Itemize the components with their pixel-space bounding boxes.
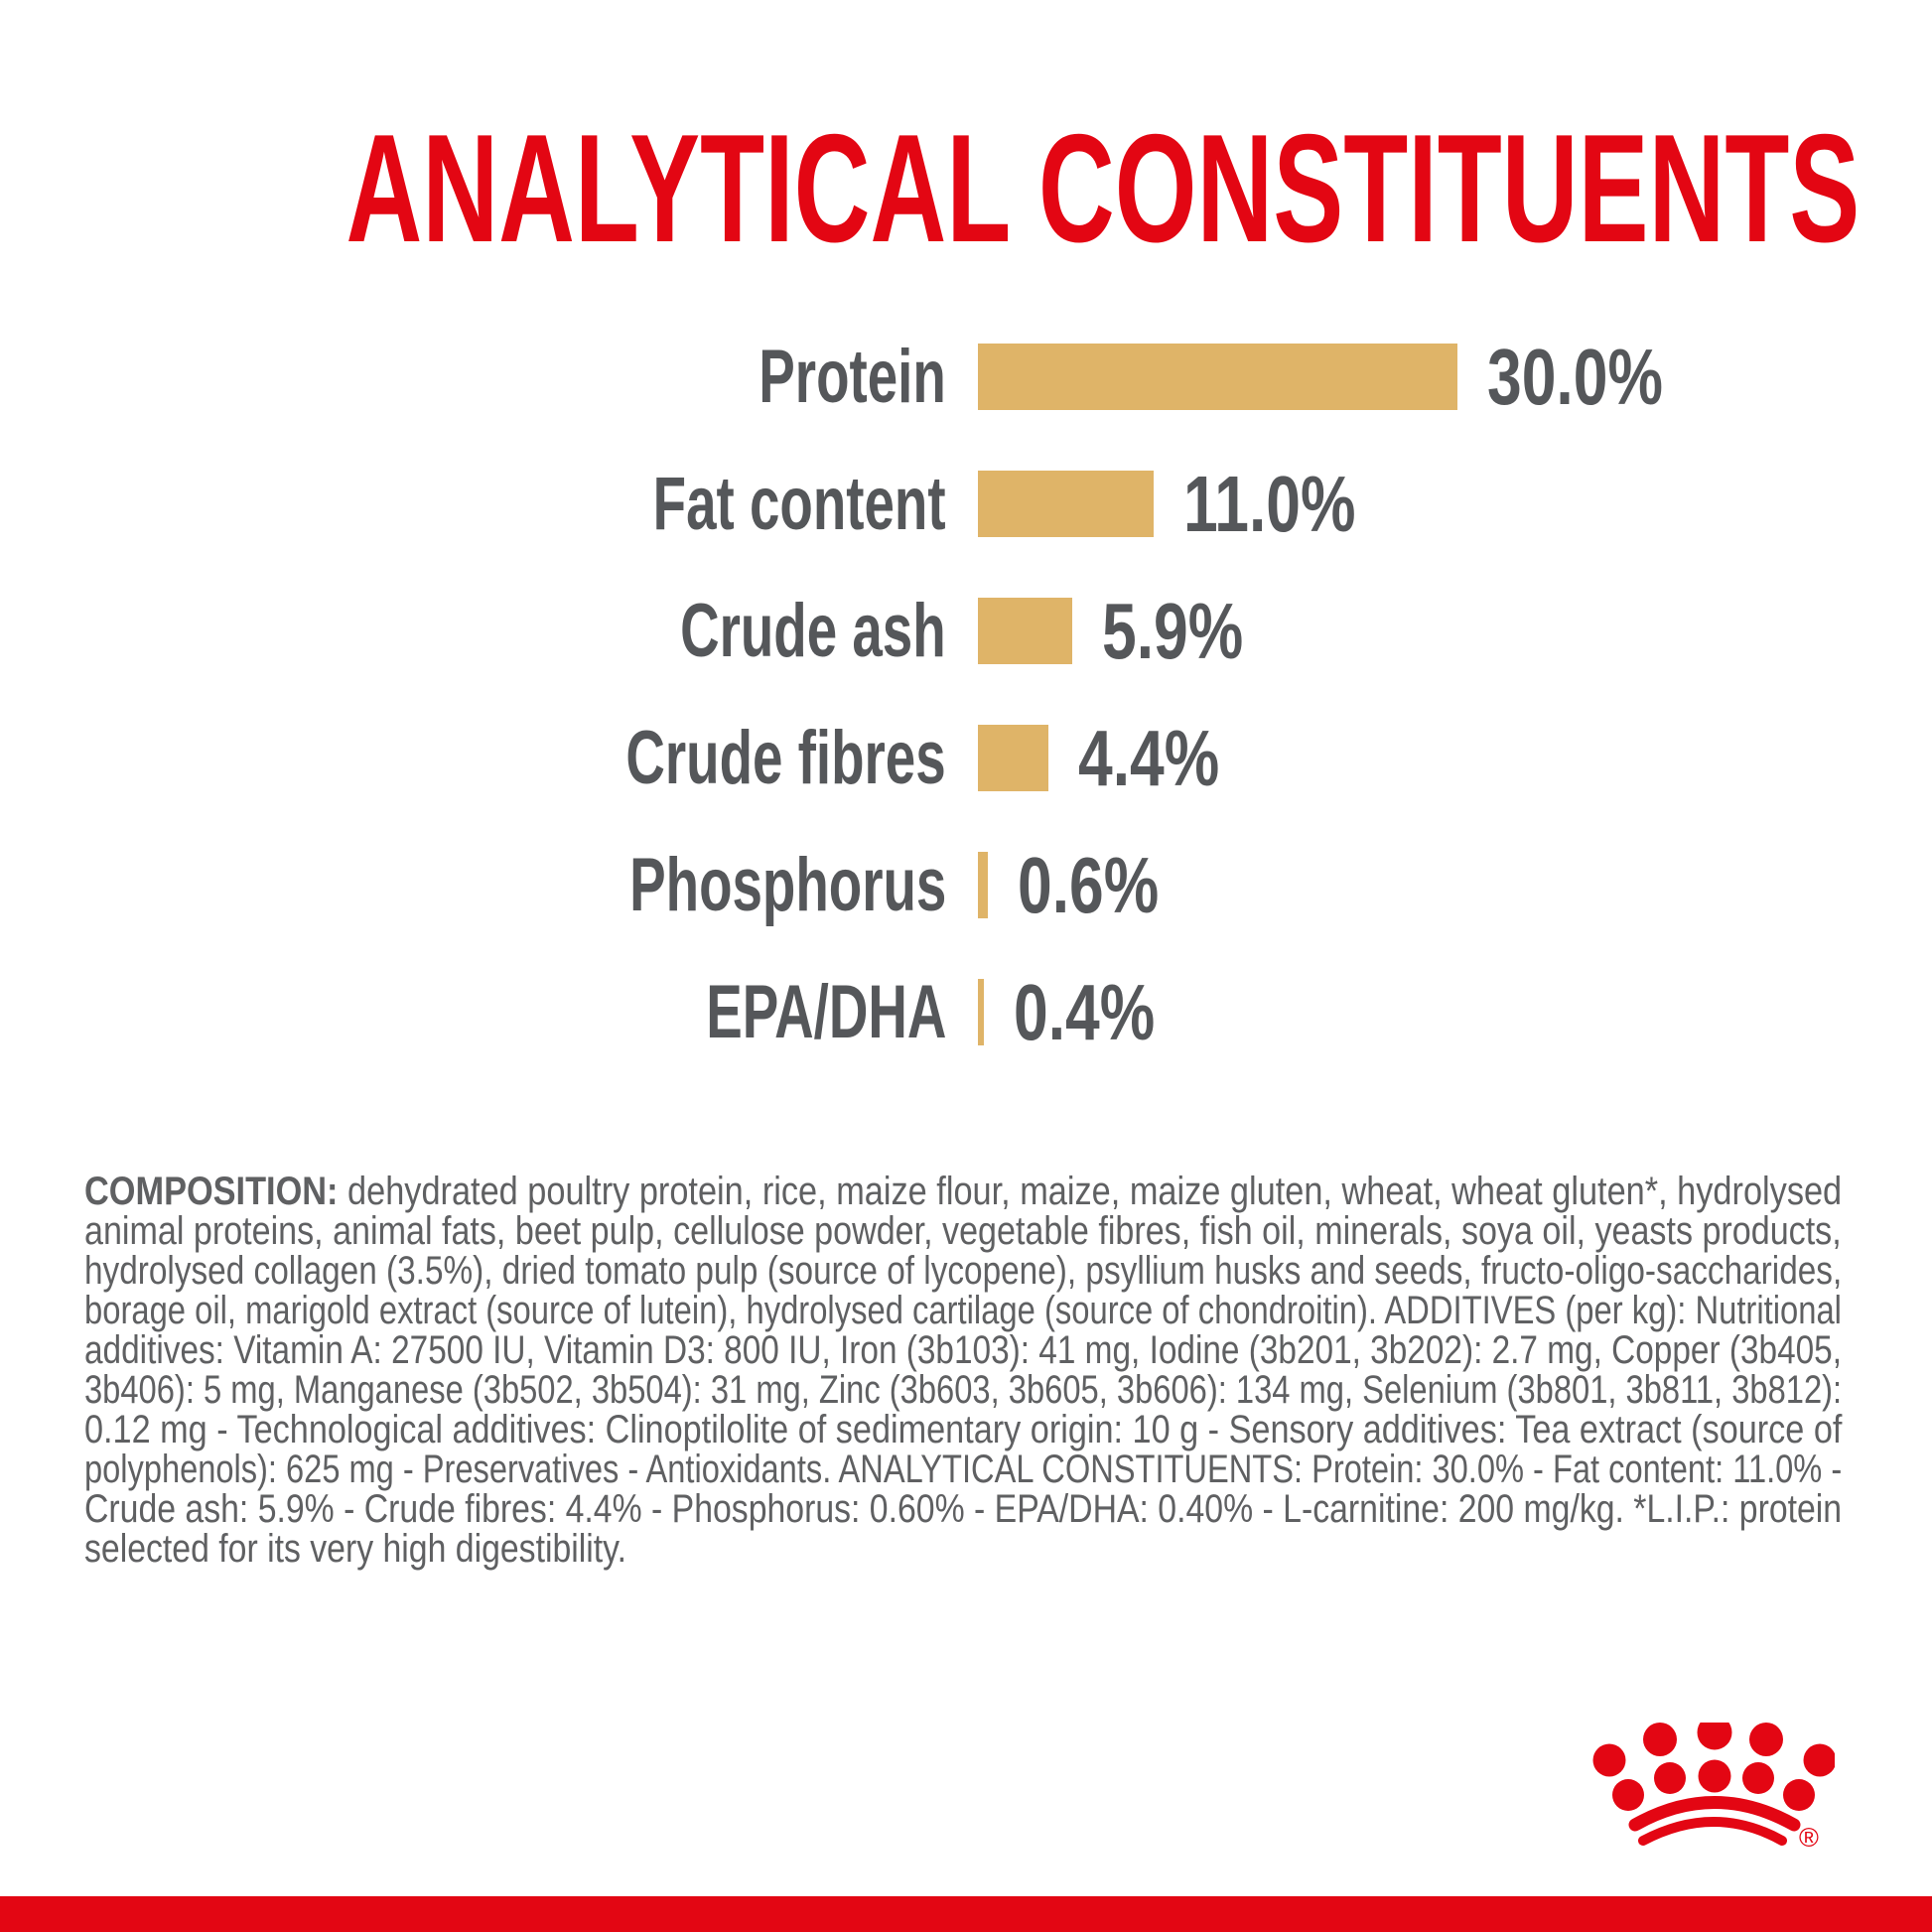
category-label: Protein [759,335,946,419]
composition-line: selected for its very high digestibility… [84,1527,626,1571]
chart-row-crude-ash: Crude ash 5.9% [0,586,1932,675]
royal-canin-crown-icon [1592,1723,1835,1846]
value-label: 5.9% [1102,586,1244,675]
value-label: 0.6% [1018,840,1160,929]
page-title-text: ANALYTICAL CONSTITUENTS [345,102,1861,274]
composition-line: animal proteins, animal fats, beet pulp,… [84,1209,1842,1253]
composition-line: additives: Vitamin A: 27500 IU, Vitamin … [84,1328,1843,1372]
category-label: Fat content [653,462,946,546]
composition-line: Crude ash: 5.9% - Crude fibres: 4.4% - P… [84,1487,1843,1531]
category-label: Crude ash [680,589,946,673]
category-label: EPA/DHA [705,970,946,1054]
chart-bar [978,471,1154,537]
chart-row-protein: Protein 30.0% [0,332,1932,421]
composition-line: 0.12 mg - Technological additives: Clino… [84,1408,1843,1451]
category-label: Crude fibres [625,716,946,800]
chart-row-phosphorus: Phosphorus 0.6% [0,840,1932,929]
chart-bar [978,344,1457,410]
registered-trademark-symbol: ® [1799,1823,1819,1853]
page-title: ANALYTICAL CONSTITUENTS [0,111,1932,265]
composition-line: COMPOSITION: dehydrated poultry protein,… [84,1172,1842,1211]
value-label: 4.4% [1078,713,1220,802]
chart-row-fat-content: Fat content 11.0% [0,459,1932,548]
value-label: 0.4% [1014,967,1156,1056]
chart-row-epa-dha: EPA/DHA 0.4% [0,967,1932,1056]
analytical-constituents-chart: Protein 30.0% Fat content 11.0% Crude as… [0,332,1932,1106]
chart-bar [978,852,988,918]
chart-bar [978,979,984,1045]
composition-line-text: dehydrated poultry protein, rice, maize … [338,1170,1843,1213]
chart-bar [978,598,1072,664]
composition-line: polyphenols): 625 mg - Preservatives - A… [84,1448,1843,1491]
category-label: Phosphorus [628,843,946,927]
composition-line: borage oil, marigold extract (source of … [84,1289,1842,1332]
composition-line: hydrolysed collagen (3.5%), dried tomato… [84,1249,1843,1293]
chart-bar [978,725,1048,791]
chart-row-crude-fibres: Crude fibres 4.4% [0,713,1932,802]
composition-label: COMPOSITION: [84,1170,339,1213]
composition-text: COMPOSITION: dehydrated poultry protein,… [84,1172,1848,1569]
bottom-red-band [0,1896,1932,1932]
value-label: 11.0% [1183,459,1356,548]
value-label: 30.0% [1487,332,1663,421]
composition-line: 3b406): 5 mg, Manganese (3b502, 3b504): … [84,1368,1843,1412]
